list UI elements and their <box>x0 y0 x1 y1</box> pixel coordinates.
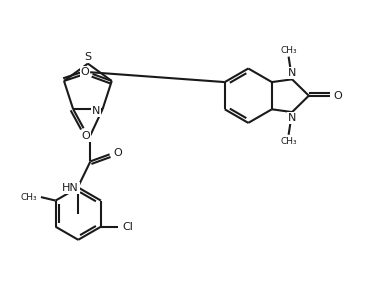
Text: N: N <box>288 68 296 78</box>
Text: S: S <box>84 52 92 62</box>
Text: N: N <box>92 106 100 116</box>
Text: Cl: Cl <box>122 222 133 232</box>
Text: O: O <box>333 91 342 101</box>
Text: O: O <box>81 131 90 141</box>
Text: N: N <box>288 113 296 123</box>
Text: O: O <box>80 67 89 77</box>
Text: CH₃: CH₃ <box>280 46 297 55</box>
Text: CH₃: CH₃ <box>21 193 37 202</box>
Text: O: O <box>113 148 122 158</box>
Text: HN: HN <box>62 183 79 193</box>
Text: CH₃: CH₃ <box>280 136 297 146</box>
